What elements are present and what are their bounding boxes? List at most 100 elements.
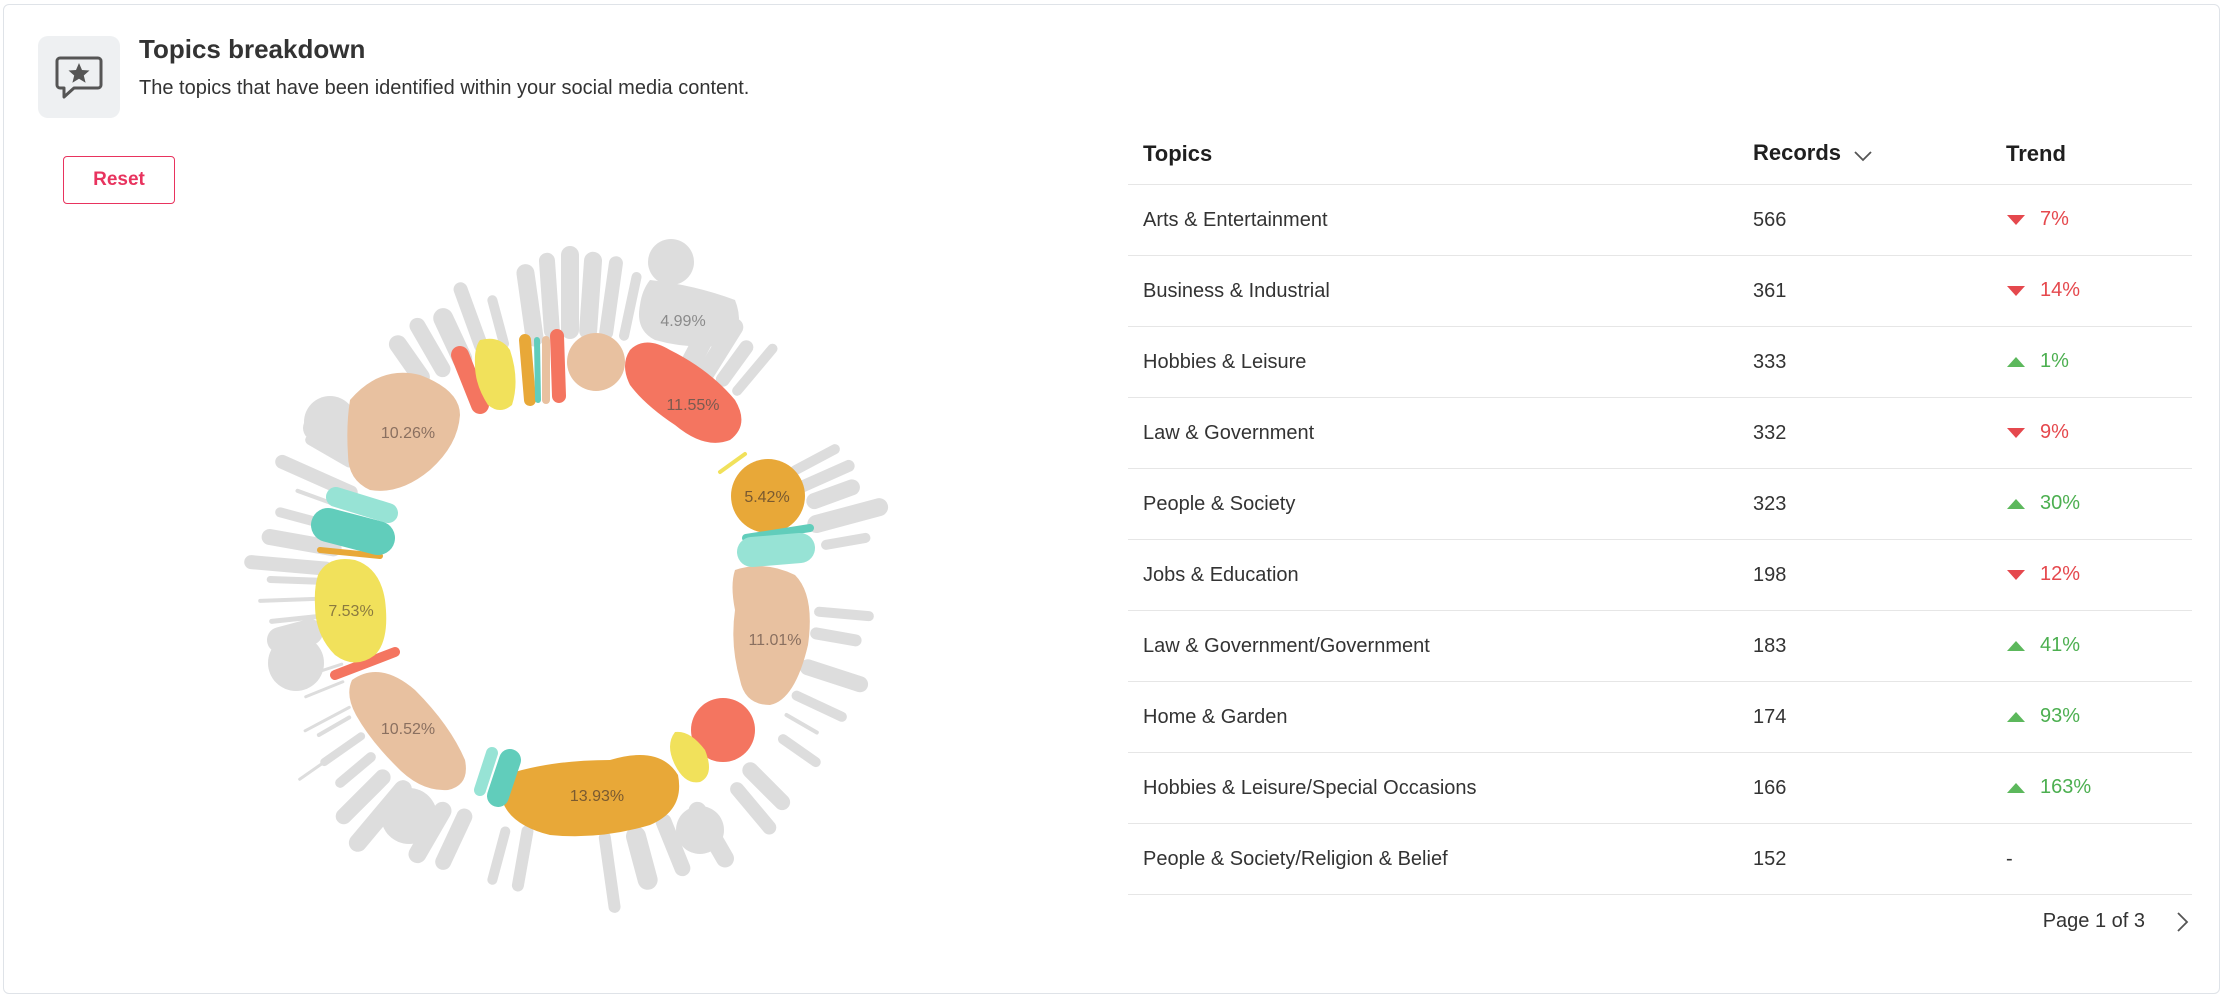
table-row[interactable]: Business & Industrial 361 14% — [1128, 255, 2192, 327]
subtopic-mark[interactable] — [487, 826, 511, 885]
subtopic-mark[interactable] — [303, 705, 351, 733]
subtopic-mark[interactable] — [381, 788, 437, 844]
topic-cell[interactable]: Business & Industrial — [1128, 255, 1753, 327]
trend-cell: 1% — [2006, 326, 2192, 398]
subtopic-mark[interactable] — [275, 454, 358, 500]
topic-blob[interactable] — [317, 547, 383, 559]
topic-blob[interactable] — [567, 333, 625, 391]
topic-blob[interactable] — [625, 342, 742, 443]
subtopic-mark[interactable] — [715, 340, 754, 387]
table-row[interactable]: Arts & Entertainment 566 7% — [1128, 184, 2192, 256]
subtopic-mark[interactable] — [487, 295, 510, 349]
subtopic-mark[interactable] — [807, 498, 889, 534]
subtopic-mark[interactable] — [742, 762, 791, 811]
topic-cell[interactable]: Arts & Entertainment — [1128, 184, 1753, 256]
subtopic-mark[interactable] — [619, 271, 642, 341]
table-row[interactable]: Jobs & Education 198 12% — [1128, 539, 2192, 611]
subtopic-mark[interactable] — [814, 606, 874, 622]
table-row[interactable]: People & Society 323 30% — [1128, 468, 2192, 540]
topic-cell[interactable]: People & Society — [1128, 468, 1753, 540]
subtopic-mark[interactable] — [732, 343, 778, 396]
subtopic-mark[interactable] — [303, 415, 359, 461]
table-row[interactable]: Hobbies & Leisure/Special Occasions 166 16… — [1128, 752, 2192, 824]
subtopic-mark[interactable] — [409, 317, 451, 378]
subtopic-mark[interactable] — [511, 825, 534, 892]
table-row[interactable]: Law & Government/Government 183 41% — [1128, 610, 2192, 682]
topic-blob[interactable] — [691, 698, 755, 762]
trend-value: 163% — [2040, 776, 2092, 799]
subtopic-mark[interactable] — [538, 252, 560, 339]
topic-blob[interactable] — [330, 647, 400, 680]
topic-blob[interactable] — [314, 559, 387, 663]
subtopic-mark[interactable] — [599, 256, 623, 340]
subtopic-mark[interactable] — [298, 743, 351, 781]
subtopic-mark[interactable] — [388, 335, 430, 387]
column-header-records[interactable]: Records — [1753, 124, 2006, 185]
chevron-right-icon[interactable] — [2170, 908, 2196, 936]
subtopic-mark[interactable] — [267, 619, 323, 653]
subtopic-mark[interactable] — [790, 444, 840, 476]
subtopic-mark[interactable] — [676, 806, 724, 854]
subtopic-mark[interactable] — [777, 734, 821, 768]
topic-blob[interactable] — [534, 337, 541, 403]
topics-radial-chart: 4.99% 11.55% 5.42% 11.01% 13.93% 10.52% … — [244, 239, 889, 913]
table-row[interactable]: People & Society/Religion & Belief 152- — [1128, 823, 2192, 895]
topic-blob[interactable] — [742, 524, 814, 542]
topic-blob[interactable] — [326, 487, 398, 523]
subtopic-mark[interactable] — [784, 713, 819, 735]
topic-blob[interactable] — [311, 508, 395, 555]
table-row[interactable]: Home & Garden 174 93% — [1128, 681, 2192, 753]
topic-cell[interactable]: Law & Government — [1128, 397, 1753, 469]
subtopic-mark[interactable] — [516, 264, 544, 347]
subtopic-mark[interactable] — [796, 459, 855, 493]
topic-blob[interactable] — [487, 749, 521, 807]
topic-blob[interactable] — [519, 334, 536, 406]
subtopic-mark[interactable] — [579, 251, 603, 340]
topic-blob[interactable] — [474, 338, 516, 410]
subtopic-mark[interactable] — [453, 282, 489, 353]
trend-down-icon — [2006, 564, 2026, 587]
records-cell: 566 — [1753, 184, 2006, 256]
subtopic-mark[interactable] — [261, 529, 342, 557]
reset-button[interactable]: Reset — [63, 156, 175, 204]
subtopic-mark[interactable] — [806, 479, 860, 510]
topic-cell[interactable]: Hobbies & Leisure — [1128, 326, 1753, 398]
topic-blob[interactable] — [349, 672, 466, 791]
topic-blob[interactable] — [639, 280, 739, 347]
topic-cell[interactable]: Hobbies & Leisure/Special Occasions — [1128, 752, 1753, 824]
topic-cell[interactable]: People & Society/Religion & Belief — [1128, 823, 1753, 895]
subtopic-mark[interactable] — [435, 808, 473, 870]
subtopic-mark[interactable] — [655, 813, 691, 877]
records-cell: 152 — [1753, 823, 2006, 895]
subtopic-mark[interactable] — [335, 752, 376, 788]
subtopic-mark[interactable] — [316, 715, 352, 737]
table-row[interactable]: Hobbies & Leisure 333 1% — [1128, 326, 2192, 398]
topic-blob[interactable] — [347, 372, 460, 491]
subtopic-mark[interactable] — [244, 555, 333, 576]
trend-down-icon — [2006, 209, 2026, 232]
subtopic-mark[interactable] — [625, 826, 658, 890]
topic-blob[interactable] — [670, 731, 709, 783]
topic-blob[interactable] — [451, 346, 489, 414]
subtopic-mark[interactable] — [598, 831, 621, 913]
topic-blob[interactable] — [731, 459, 805, 533]
subtopic-mark[interactable] — [810, 627, 862, 647]
table-row[interactable]: Law & Government 332 9% — [1128, 397, 2192, 469]
subtopic-mark[interactable] — [648, 239, 694, 285]
topic-blob[interactable] — [732, 566, 810, 705]
subtopic-mark[interactable] — [730, 782, 777, 835]
subtopic-mark[interactable] — [791, 690, 847, 722]
subtopic-mark[interactable] — [335, 769, 391, 825]
topic-blob[interactable] — [550, 329, 566, 403]
subtopic-mark[interactable] — [799, 659, 869, 693]
topic-cell[interactable]: Home & Garden — [1128, 681, 1753, 753]
subtopic-mark[interactable] — [304, 680, 345, 699]
subtopic-mark[interactable] — [821, 532, 871, 550]
topic-cell[interactable]: Jobs & Education — [1128, 539, 1753, 611]
topic-blob[interactable] — [474, 747, 498, 796]
topic-blob[interactable] — [737, 533, 815, 567]
topic-cell[interactable]: Law & Government/Government — [1128, 610, 1753, 682]
chevron-down-icon[interactable] — [1853, 142, 1873, 168]
topic-blob[interactable] — [718, 452, 747, 474]
topic-blob[interactable] — [500, 755, 680, 837]
